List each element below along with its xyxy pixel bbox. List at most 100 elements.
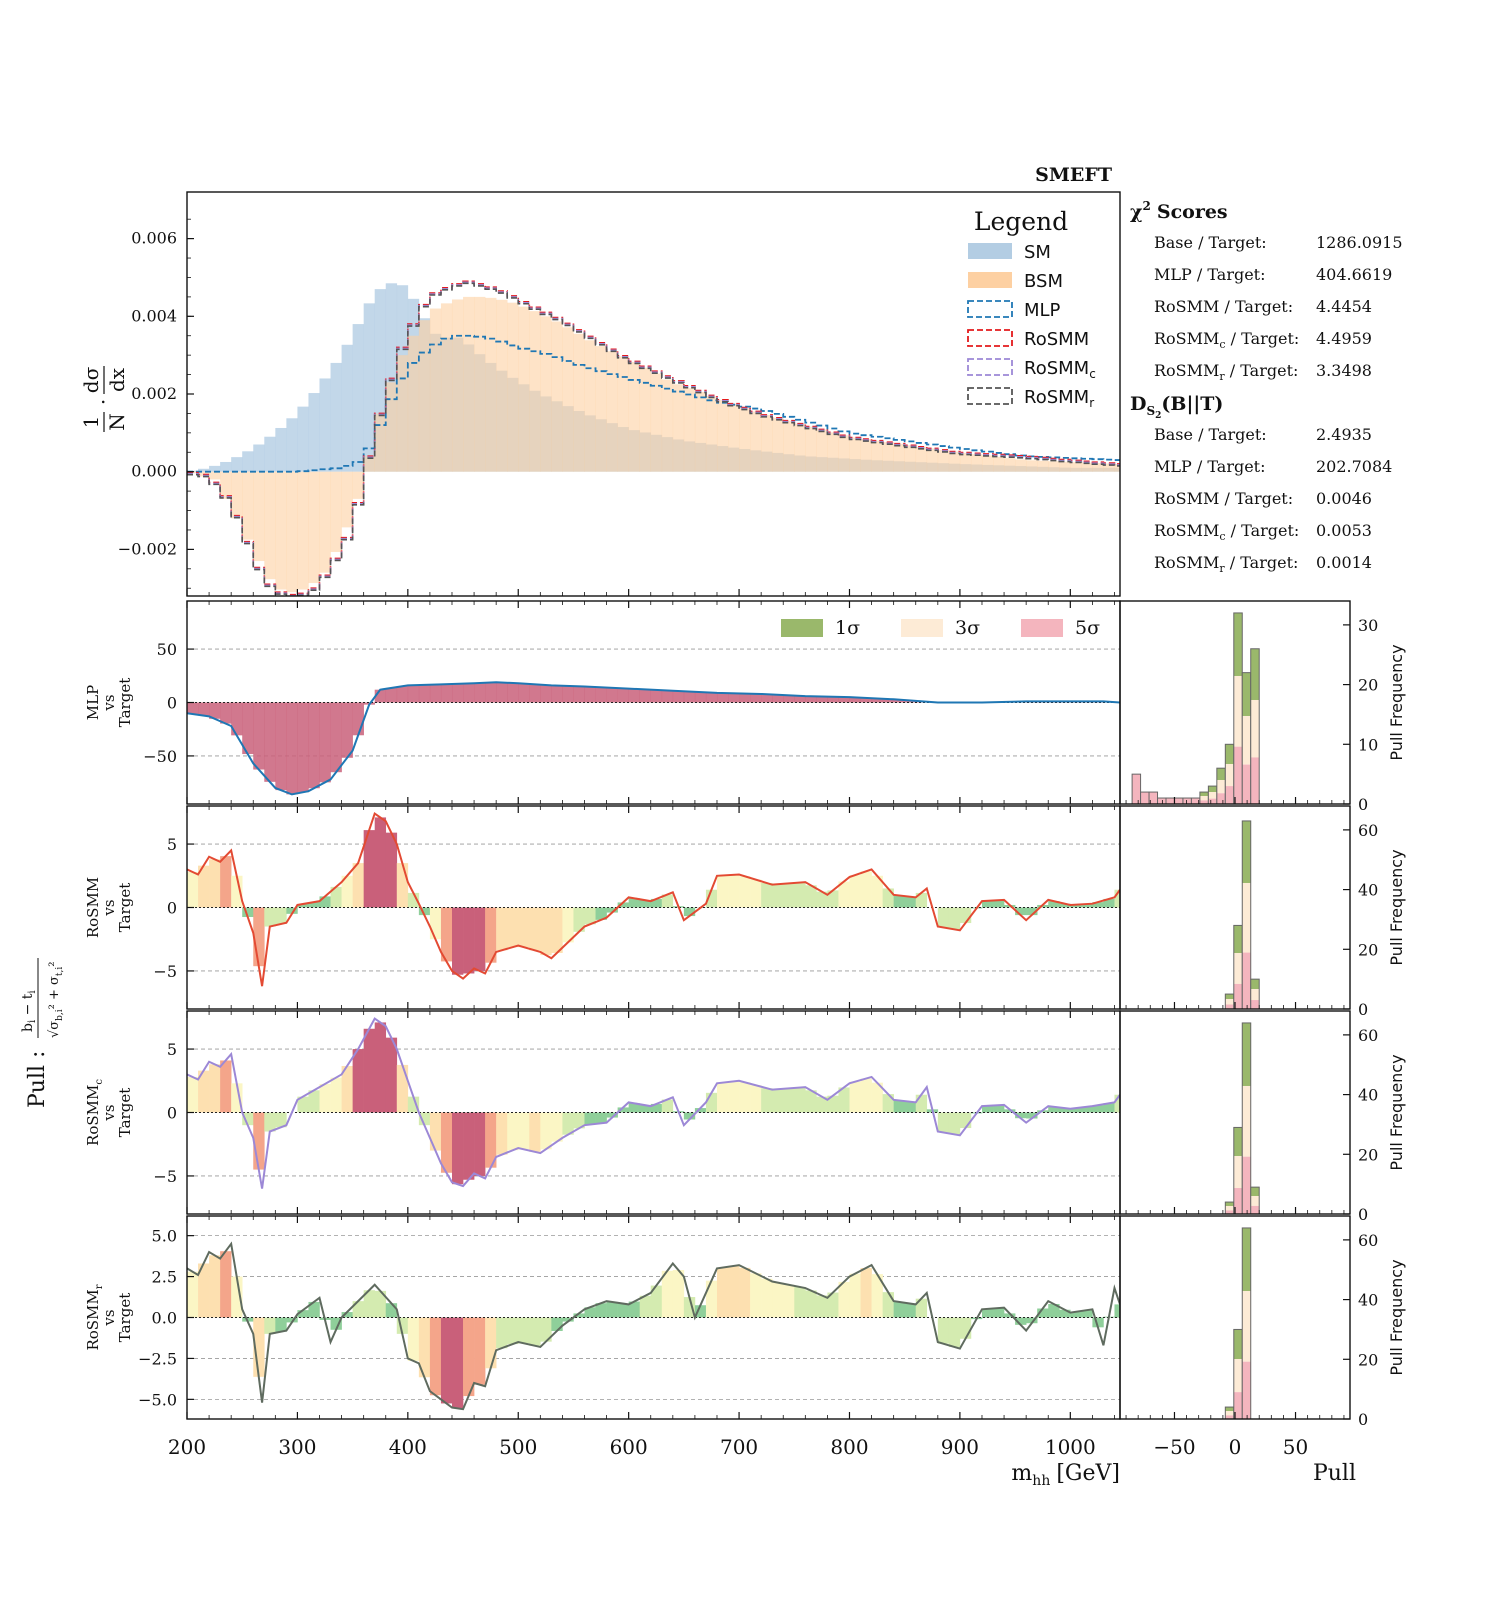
hist-bar-5sigma	[1233, 983, 1243, 1009]
hist-bar-3sigma	[1250, 988, 1260, 1001]
pull-y-tick-label: 0.0	[152, 1309, 177, 1328]
pull-bar	[871, 698, 883, 703]
pull-bar	[275, 702, 287, 791]
hist-bar-5sigma	[1225, 1004, 1234, 1009]
hist-bar-1sigma	[1242, 1227, 1251, 1291]
pull-bar	[264, 907, 276, 927]
pull-bar	[827, 1292, 839, 1318]
pull-bar	[451, 1317, 464, 1409]
hist-bar-1sigma	[1208, 786, 1217, 792]
pull-bar	[418, 684, 431, 703]
pull-bar	[993, 1308, 1005, 1318]
hist-bar-5sigma	[1250, 1000, 1260, 1009]
legend: Legend SM BSM MLP RoSMM RoSMMc RoSMMr	[967, 207, 1096, 410]
bsm-bar	[220, 471, 232, 499]
pull-bar	[418, 1112, 431, 1126]
pull-bar	[1026, 907, 1038, 916]
legend-label-sub: r	[1089, 396, 1094, 410]
pull-bar	[352, 1049, 364, 1113]
hist-bar-5sigma	[1208, 798, 1217, 804]
pull-bar	[838, 1087, 850, 1113]
pull-bar	[1070, 904, 1082, 908]
pull-bar	[540, 907, 552, 956]
pull-bar	[639, 900, 652, 908]
pull-bar	[838, 881, 850, 908]
pull-bar	[396, 686, 409, 703]
sigma-legend-label: 1σ	[835, 617, 860, 639]
pull-bar	[463, 1112, 475, 1180]
score-row-value: 1286.0915	[1316, 233, 1403, 252]
pull-bar	[253, 1317, 265, 1377]
pull-bar	[529, 1112, 541, 1152]
legend-label: RoSMMc	[1024, 358, 1096, 381]
pull-bar	[1103, 1103, 1115, 1113]
pull-bar	[694, 1305, 707, 1318]
pull-bar	[595, 907, 607, 920]
hist-y-tick-label: 60	[1358, 1026, 1378, 1045]
bsm-bar	[915, 446, 928, 472]
pull-y-tick-label: −50	[143, 747, 177, 766]
hist-bar-1sigma	[1233, 612, 1243, 676]
bsm-bar	[518, 306, 530, 472]
pull-bar	[849, 1081, 861, 1113]
score-row-label: RoSMMr / Target:	[1154, 553, 1298, 575]
pull-bar	[1026, 1317, 1038, 1324]
pull-bar	[319, 702, 331, 783]
pull-bar	[860, 871, 872, 908]
legend-swatch	[967, 387, 1013, 405]
hist-bar-3sigma	[1208, 791, 1217, 799]
pull-bar	[253, 702, 265, 770]
hist-bar-1sigma	[1225, 994, 1234, 999]
bsm-bar	[683, 388, 696, 472]
hist-bar-5sigma	[1216, 793, 1226, 804]
hist-y-tick-label: 0	[1358, 795, 1368, 814]
ds-heading: DS2(B||T)	[1130, 393, 1223, 421]
pull-bar	[264, 1317, 276, 1334]
pull-bar	[451, 1112, 464, 1185]
pull-bar	[496, 1112, 508, 1155]
pull-bar	[882, 699, 894, 703]
pull-bar	[352, 863, 364, 908]
pull-bar	[728, 693, 740, 703]
pull-bar	[187, 1271, 199, 1318]
pull-bar	[606, 1112, 618, 1118]
pull-bar	[650, 689, 663, 703]
pull-bar	[341, 1065, 353, 1113]
pull-panel-vs: vs	[100, 1309, 118, 1326]
sm-bar	[385, 283, 398, 472]
bsm-bar	[264, 471, 276, 580]
hist-y-tick-label: 60	[1358, 821, 1378, 840]
pull-bar	[198, 865, 210, 908]
x-tick-label: 900	[941, 1435, 979, 1459]
pull-bar	[915, 892, 928, 908]
pull-bar	[849, 875, 861, 908]
pull-bar	[728, 1265, 740, 1318]
hist-bar-3sigma	[1250, 1195, 1260, 1206]
hist-y-tick-label: 20	[1358, 1350, 1378, 1369]
hist-bar-5sigma	[1250, 1205, 1260, 1214]
bsm-bar	[253, 471, 265, 562]
pull-bar	[242, 907, 254, 918]
hist-bar-3sigma	[1242, 1085, 1251, 1157]
pull-bar	[937, 907, 950, 928]
pull-bar	[275, 1317, 287, 1332]
pull-line	[187, 1241, 1120, 1411]
hist-bar-5sigma	[1233, 746, 1243, 804]
pull-bar	[1048, 1106, 1060, 1113]
hist-bar-3sigma	[1242, 715, 1251, 765]
pull-bar	[761, 1088, 773, 1113]
bsm-bar	[672, 384, 685, 472]
hist-y-label: Pull Frequency	[1387, 1259, 1406, 1375]
pull-bar	[606, 1301, 618, 1318]
pull-bar	[209, 859, 221, 908]
sigma-legend-swatch	[901, 619, 943, 637]
pull-panel-target: Target	[116, 883, 134, 932]
pull-bar	[187, 871, 199, 908]
legend-label: BSM	[1024, 271, 1063, 292]
pull-bar	[794, 1286, 806, 1318]
hist-bar-3sigma	[1225, 1205, 1234, 1211]
pull-bar	[606, 907, 618, 913]
pull-bar	[1026, 1112, 1038, 1119]
hist-x-tick-label: 50	[1283, 1435, 1308, 1459]
